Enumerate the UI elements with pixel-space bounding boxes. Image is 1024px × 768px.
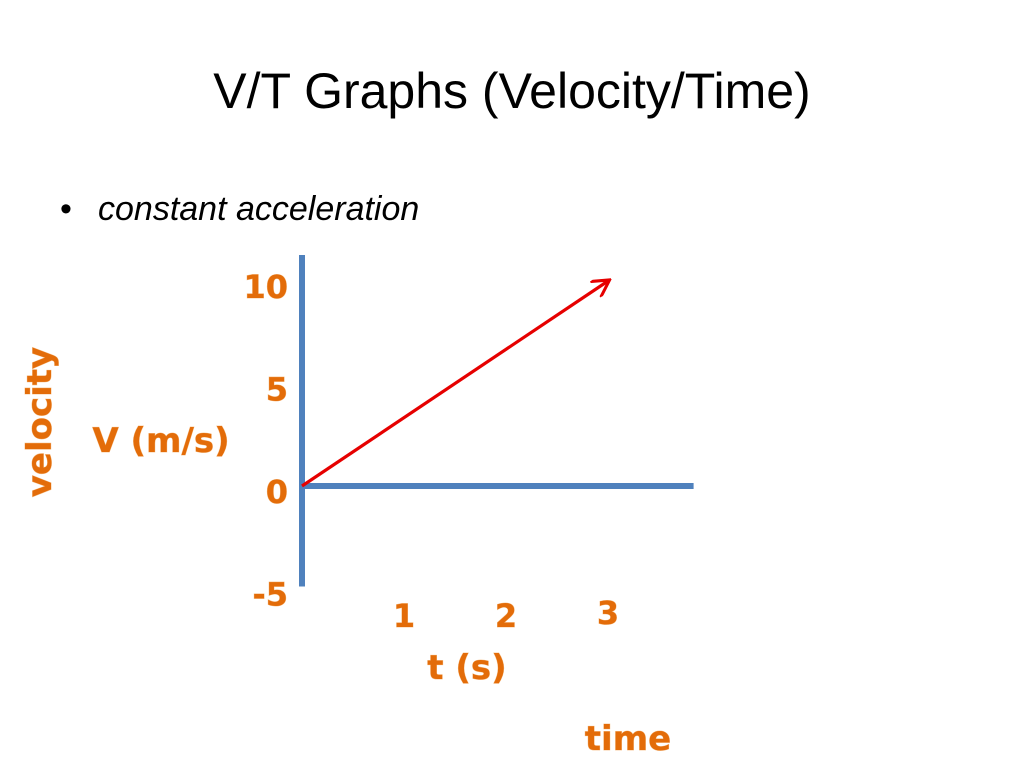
y-tick-label: 10 xyxy=(243,268,288,306)
x-tick-label: 1 xyxy=(393,597,415,635)
x-axis-word-label: time xyxy=(585,719,671,759)
x-tick-label: 2 xyxy=(495,597,517,635)
slide-title: V/T Graphs (Velocity/Time) xyxy=(213,63,811,119)
y-tick-labels: 10 5 0 -5 xyxy=(243,268,288,614)
bullet-item: • constant acceleration xyxy=(60,190,419,229)
y-axis-label: V (m/s) xyxy=(92,421,229,461)
y-tick-label: 5 xyxy=(266,371,288,409)
bullet-text: constant acceleration xyxy=(98,190,420,228)
series-layer xyxy=(301,281,608,488)
x-tick-label: 3 xyxy=(597,594,619,632)
y-tick-label: 0 xyxy=(266,473,288,511)
x-axis-label: t (s) xyxy=(427,648,506,688)
y-tick-label: -5 xyxy=(252,576,288,614)
x-tick-labels: 1 2 3 xyxy=(392,594,619,636)
bullet-symbol: • xyxy=(60,190,72,228)
y-axis-word-label: velocity xyxy=(20,347,60,497)
series-line-segment xyxy=(301,281,608,488)
